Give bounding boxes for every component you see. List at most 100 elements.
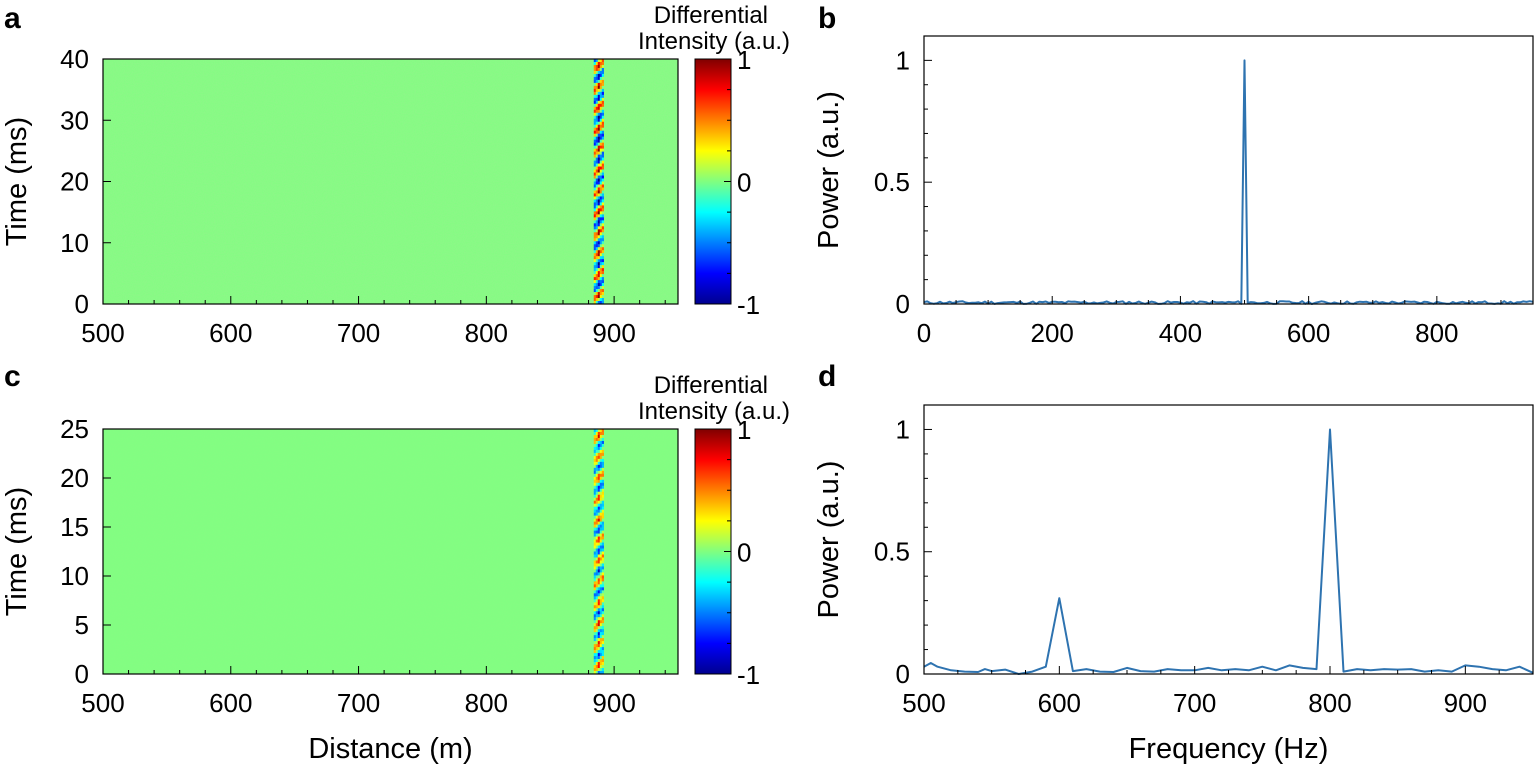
vibration-cell: [599, 611, 602, 615]
panel-letter-a: a: [4, 2, 21, 35]
vibration-cell: [601, 154, 604, 158]
x-tick-label: 800: [465, 688, 508, 718]
vibration-cell: [593, 226, 596, 230]
y-tick-label: 0: [896, 659, 910, 689]
vibration-cell: [597, 608, 600, 612]
vibration-cell: [597, 605, 600, 609]
vibration-cell: [595, 506, 598, 510]
x-tick-label: 800: [1308, 688, 1351, 718]
vibration-cell: [597, 566, 600, 570]
vibration-cell: [595, 235, 598, 239]
vibration-cell: [593, 139, 596, 143]
vibration-cell: [595, 542, 598, 546]
vibration-cell: [593, 103, 596, 108]
vibration-cell: [597, 256, 600, 260]
vibration-cell: [595, 163, 598, 167]
vibration-cell: [599, 94, 602, 99]
vibration-cell: [599, 283, 602, 287]
vibration-cell: [597, 211, 600, 215]
vibration-cell: [599, 142, 602, 146]
y-tick-label: 10: [60, 228, 89, 258]
vibration-cell: [597, 280, 600, 284]
vibration-cell: [595, 259, 598, 263]
x-tick-label: 600: [209, 318, 252, 348]
vibration-cell: [597, 199, 600, 203]
vibration-cell: [595, 178, 598, 182]
x-tick-label: 600: [1287, 318, 1330, 348]
vibration-cell: [599, 202, 602, 206]
vibration-cell: [593, 464, 596, 469]
vibration-cell: [599, 650, 602, 654]
vibration-cell: [593, 545, 596, 549]
vibration-cell: [601, 668, 604, 672]
vibration-cell: [597, 563, 600, 567]
vibration-cell: [595, 608, 598, 612]
vibration-cell: [599, 509, 602, 513]
vibration-cell: [601, 127, 604, 131]
vibration-cell: [597, 530, 600, 534]
vibration-cell: [597, 241, 600, 245]
vibration-cell: [595, 79, 598, 84]
vibration-cell: [593, 629, 596, 633]
vibration-cell: [593, 286, 596, 290]
vibration-cell: [599, 103, 602, 108]
vibration-cell: [599, 127, 602, 131]
panel-letter-d: d: [818, 360, 836, 393]
vibration-cell: [601, 157, 604, 161]
vibration-cell: [601, 235, 604, 239]
vibration-cell: [597, 91, 600, 96]
spectrum-panel-b: 0 200 400 600 800 0 0.5 1 Power (a.u.): [813, 35, 1534, 348]
vibration-cell: [599, 557, 602, 561]
vibration-cell: [595, 214, 598, 218]
vibration-cell: [593, 437, 596, 442]
vibration-cell: [597, 443, 600, 448]
vibration-cell: [597, 560, 600, 564]
vibration-cell: [597, 154, 600, 158]
vibration-cell: [595, 590, 598, 594]
vibration-cell: [599, 205, 602, 209]
vibration-cell: [601, 437, 604, 442]
vibration-cell: [601, 244, 604, 248]
vibration-cell: [599, 614, 602, 618]
vibration-cell: [597, 187, 600, 191]
vibration-cell: [593, 491, 596, 495]
vibration-cell: [593, 211, 596, 215]
vibration-cell: [601, 629, 604, 633]
vibration-cell: [595, 587, 598, 591]
vibration-cell: [597, 512, 600, 516]
vibration-cell: [597, 632, 600, 636]
vibration-cell: [595, 91, 598, 96]
vibration-cell: [593, 127, 596, 131]
vibration-cell: [595, 488, 598, 492]
vibration-cell: [593, 608, 596, 612]
vibration-cell: [595, 635, 598, 639]
vibration-cell: [597, 656, 600, 660]
y-tick-label: 0: [75, 289, 89, 319]
vibration-cell: [599, 659, 602, 663]
vibration-cell: [599, 626, 602, 630]
vibration-cell: [593, 431, 596, 436]
vibration-cell: [601, 635, 604, 639]
vibration-cell: [599, 593, 602, 597]
vibration-cell: [595, 461, 598, 466]
vibration-cell: [595, 611, 598, 615]
vibration-cell: [595, 145, 598, 149]
vibration-cell: [595, 154, 598, 158]
vibration-cell: [595, 644, 598, 648]
vibration-cell: [599, 280, 602, 284]
vibration-cell: [601, 440, 604, 445]
vibration-cell: [597, 629, 600, 633]
x-axis-label: Frequency (Hz): [1129, 733, 1329, 765]
vibration-cell: [593, 166, 596, 170]
vibration-cell: [597, 106, 600, 110]
vibration-cell: [599, 518, 602, 522]
vibration-cell: [593, 259, 596, 263]
vibration-cell: [595, 527, 598, 531]
vibration-cell: [599, 569, 602, 573]
vibration-cell: [595, 431, 598, 436]
vibration-cell: [601, 163, 604, 167]
vibration-cell: [599, 605, 602, 609]
y-axis-label: Time (ms): [1, 487, 33, 616]
heatmap-noise: [103, 59, 678, 304]
vibration-cell: [595, 292, 598, 296]
